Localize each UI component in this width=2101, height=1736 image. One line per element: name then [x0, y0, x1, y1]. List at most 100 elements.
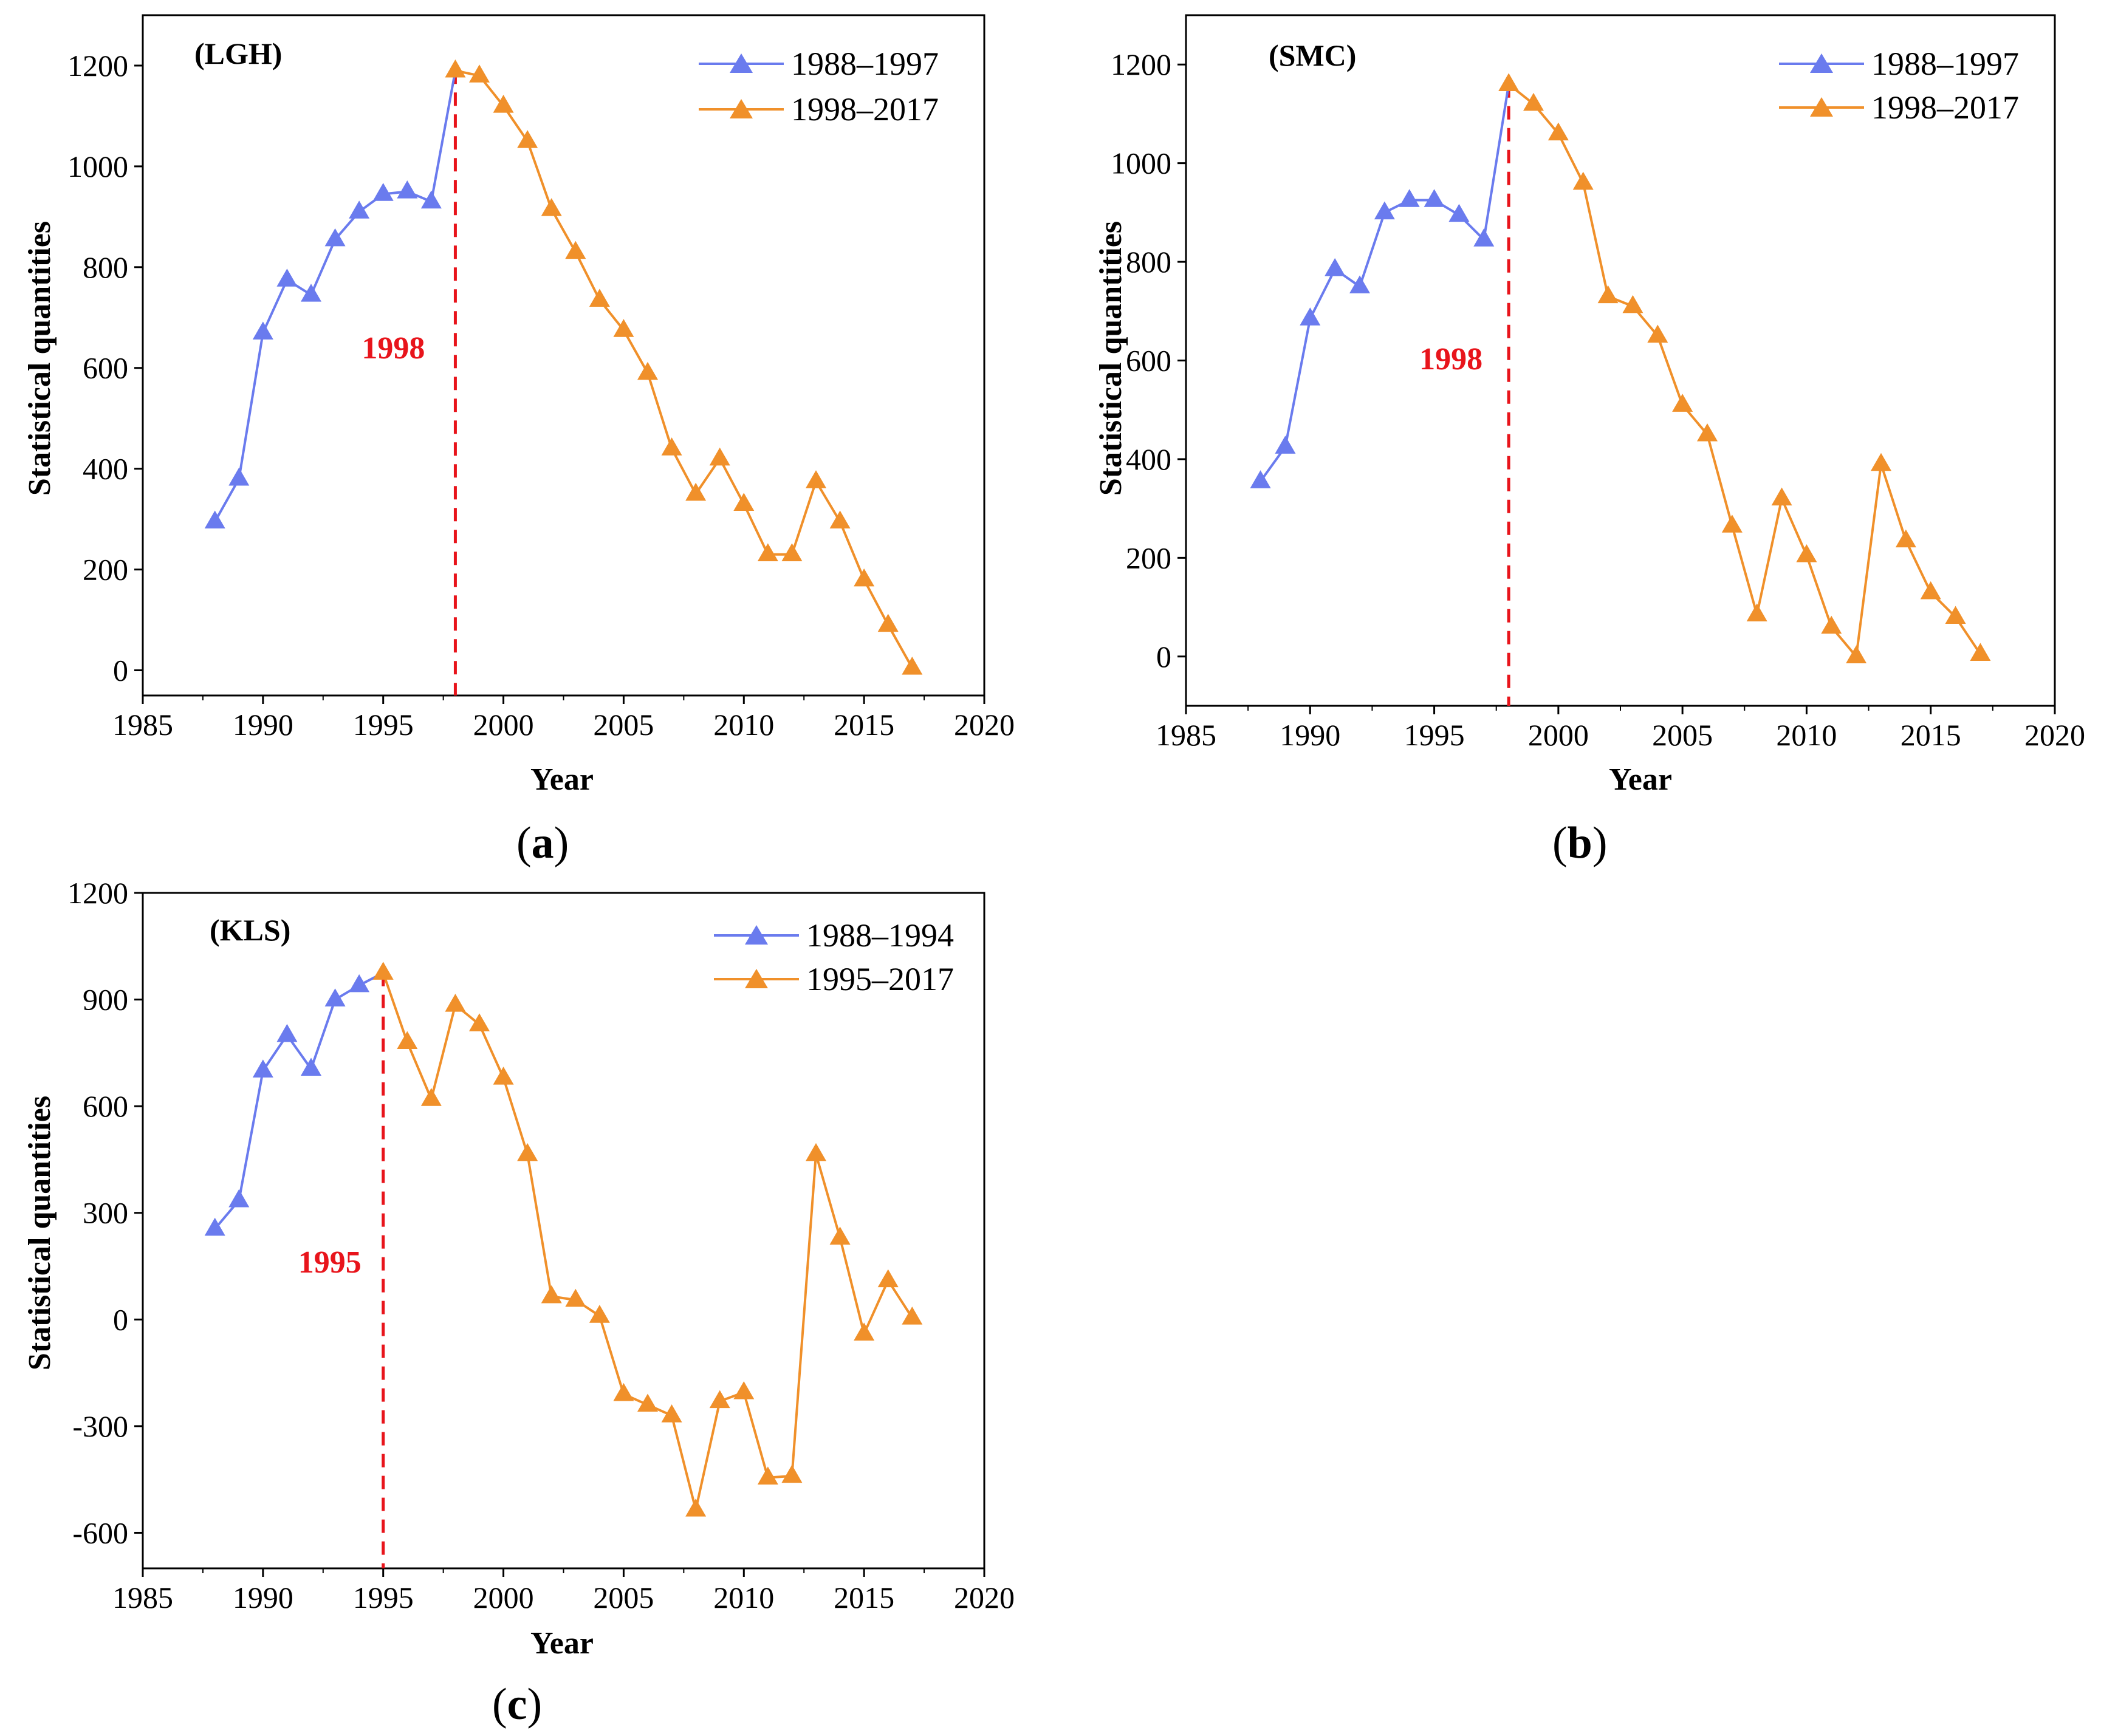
panel-title: (KLS) [210, 913, 290, 947]
y-axis-title: Statistical quantities [1094, 221, 1128, 496]
data-point-marker [1572, 171, 1594, 190]
y-axis: -600 -300 0 300 600 900 1200 [67, 876, 143, 1550]
series-line [1259, 84, 1510, 482]
change-point-label: 1998 [362, 331, 425, 366]
x-tick-label: 1995 [1404, 718, 1465, 752]
data-point-marker [757, 1466, 778, 1485]
data-point-marker [252, 321, 273, 340]
data-point-marker [397, 180, 418, 199]
legend: 1988–1997 1998–2017 [1779, 46, 2019, 126]
legend: 1988–1997 1998–2017 [699, 46, 939, 128]
x-tick-label: 2005 [1652, 718, 1713, 752]
y-tick-label: -600 [72, 1516, 128, 1550]
x-tick-label: 2005 [593, 708, 654, 742]
y-axis: 0 200 400 600 800 1000 1200 [67, 49, 143, 688]
x-tick-label: 2015 [834, 708, 894, 742]
data-point-marker [517, 1143, 538, 1161]
x-tick-label: 1985 [112, 1581, 173, 1615]
legend-label-series-2: 1998–2017 [791, 91, 939, 128]
data-point-marker [1796, 544, 1817, 562]
data-point-marker [228, 1189, 250, 1208]
data-point-marker [902, 657, 923, 675]
y-tick-label: 400 [1126, 442, 1171, 476]
data-point-marker [613, 1382, 634, 1401]
series-group [1250, 73, 1991, 664]
data-point-marker [1821, 615, 1842, 634]
data-point-marker [420, 1088, 442, 1106]
data-point-marker [301, 284, 321, 302]
data-point-marker [877, 613, 899, 632]
data-point-marker [661, 1404, 682, 1423]
y-tick-label: 600 [83, 1089, 128, 1123]
data-point-marker [493, 1066, 514, 1085]
x-tick-label: 2015 [834, 1581, 894, 1615]
data-point-marker [1275, 436, 1296, 454]
x-axis-title: Year [1609, 762, 1672, 797]
y-axis-title: Statistical quantities [22, 1096, 57, 1370]
data-point-marker [1424, 189, 1445, 207]
data-point-marker [228, 467, 250, 486]
data-point-marker [349, 974, 370, 993]
data-point-marker [781, 1464, 803, 1483]
x-tick-label: 2020 [2024, 718, 2085, 752]
x-tick-label: 2000 [473, 1581, 534, 1615]
chart-panel-kls: -600 -300 0 300 600 900 1200 1985 1990 1995 2000 2… [22, 876, 1015, 1729]
data-point-marker [1547, 122, 1569, 141]
series-group [204, 59, 923, 675]
data-point-marker [589, 289, 610, 307]
data-point-marker [1746, 603, 1767, 621]
y-axis: 0 200 400 600 800 1000 1200 [1111, 47, 1186, 674]
data-point-marker [372, 962, 394, 980]
x-tick-label: 2000 [1528, 718, 1589, 752]
data-point-marker [1325, 258, 1346, 276]
chart-panel-lgh: 0 200 400 600 800 1000 1200 1985 1990 1995 2000 20… [22, 14, 1015, 868]
x-tick-label: 2010 [713, 1581, 774, 1615]
data-point-marker [324, 988, 346, 1006]
legend-label-series-2: 1995–2017 [806, 961, 954, 997]
data-point-marker [709, 1390, 730, 1409]
y-tick-label: 0 [113, 1302, 128, 1336]
x-axis: 1985 1990 1995 2000 2005 2010 2015 2020 [1156, 706, 2085, 752]
y-tick-label: 900 [83, 983, 128, 1017]
data-point-marker [806, 1143, 826, 1161]
y-tick-label: 1200 [67, 876, 128, 910]
x-tick-label: 1985 [112, 708, 173, 742]
data-point-marker [1349, 275, 1370, 293]
data-point-marker [493, 94, 514, 113]
series-line [1507, 83, 1982, 658]
y-tick-label: 200 [1126, 541, 1171, 575]
x-tick-label: 2010 [1776, 718, 1837, 752]
data-point-marker [1622, 295, 1643, 313]
legend-marker-series-2 [730, 99, 753, 118]
series-line [214, 971, 384, 1230]
data-point-marker [1647, 324, 1668, 343]
y-tick-label: 0 [1156, 640, 1171, 674]
data-point-marker [276, 1023, 298, 1042]
data-point-marker [397, 1031, 418, 1050]
legend-marker-series-1 [745, 925, 768, 945]
data-point-marker [1697, 423, 1718, 442]
data-point-marker [349, 200, 370, 219]
data-point-marker [1970, 643, 1991, 661]
change-point-label: 1995 [298, 1245, 362, 1280]
x-tick-label: 1995 [353, 708, 414, 742]
legend-label-series-1: 1988–1994 [806, 917, 954, 954]
data-point-marker [1895, 529, 1916, 548]
x-axis-title: Year [530, 762, 594, 797]
y-axis-title: Statistical quantities [22, 221, 57, 496]
data-point-marker [445, 994, 466, 1012]
legend-marker-series-2 [745, 969, 768, 988]
x-tick-label: 1990 [1280, 718, 1340, 752]
data-point-marker [469, 1013, 490, 1031]
data-point-marker [733, 1381, 755, 1399]
series-line [455, 69, 914, 669]
data-point-marker [781, 543, 803, 561]
data-point-marker [324, 228, 346, 247]
legend-label-series-2: 1998–2017 [1871, 89, 2019, 126]
data-point-marker [1523, 92, 1544, 111]
data-point-marker [829, 510, 851, 529]
data-point-marker [1721, 514, 1743, 533]
panel-title: (LGH) [194, 36, 282, 70]
legend-marker-series-1 [1810, 53, 1833, 73]
data-point-marker [252, 1059, 273, 1078]
